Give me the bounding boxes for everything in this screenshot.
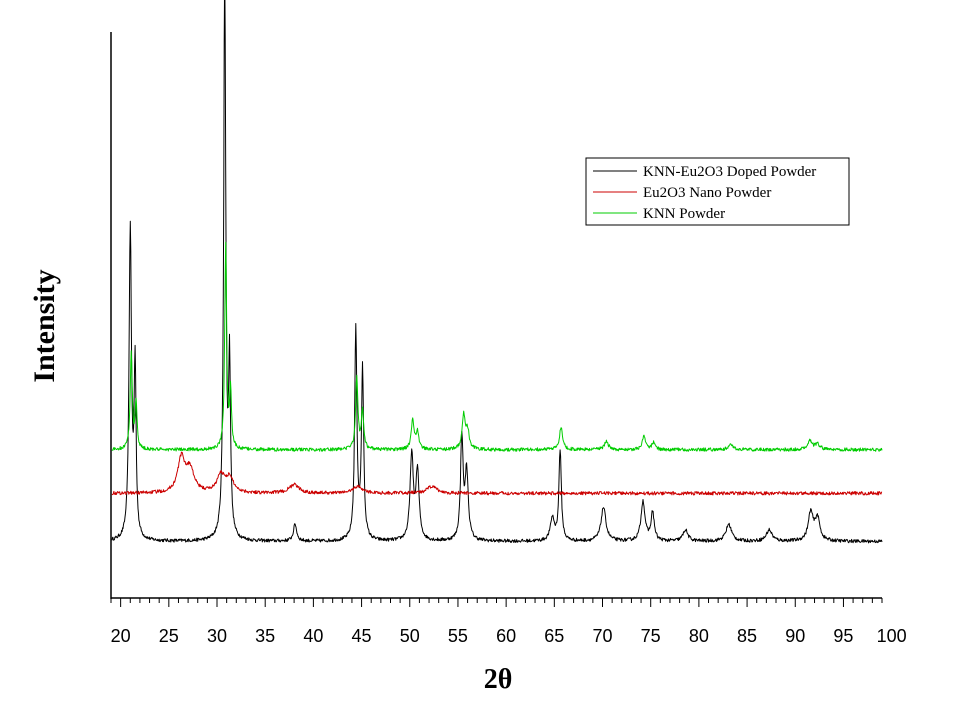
legend-label-3: KNN Powder (643, 206, 725, 222)
x-tick-label: 20 (111, 626, 131, 646)
x-tick-label: 50 (400, 626, 420, 646)
x-ticks: 20 25 30 35 40 45 50 55 60 65 70 75 80 85 90 95 100 (110, 598, 907, 646)
x-tick-label: 95 (833, 626, 853, 646)
x-tick-label: 30 (207, 626, 227, 646)
x-tick-label: 100 (877, 626, 907, 646)
x-tick-label: 25 (159, 626, 179, 646)
series-line-3 (111, 241, 883, 452)
x-tick-label: 45 (352, 626, 372, 646)
x-tick-label: 40 (303, 626, 323, 646)
x-tick-label: 90 (785, 626, 805, 646)
x-tick-label: 80 (689, 626, 709, 646)
x-tick-label: 60 (496, 626, 516, 646)
x-tick-label: 70 (592, 626, 612, 646)
legend: KNN-Eu2O3 Doped Powder Eu2O3 Nano Powder K… (585, 157, 850, 226)
x-tick-label: 35 (255, 626, 275, 646)
series-line-1 (111, 0, 883, 544)
legend-label-2: Eu2O3 Nano Powder (643, 185, 771, 201)
y-axis-title: Intensity (28, 269, 61, 382)
series-line-2 (111, 451, 883, 496)
x-tick-label: 85 (737, 626, 757, 646)
legend-label-1: KNN-Eu2O3 Doped Powder (643, 164, 816, 180)
x-tick-label: 75 (641, 626, 661, 646)
x-axis-title: 2θ (484, 664, 513, 695)
series-layer (111, 0, 883, 544)
x-tick-label: 55 (448, 626, 468, 646)
x-tick-label: 65 (544, 626, 564, 646)
